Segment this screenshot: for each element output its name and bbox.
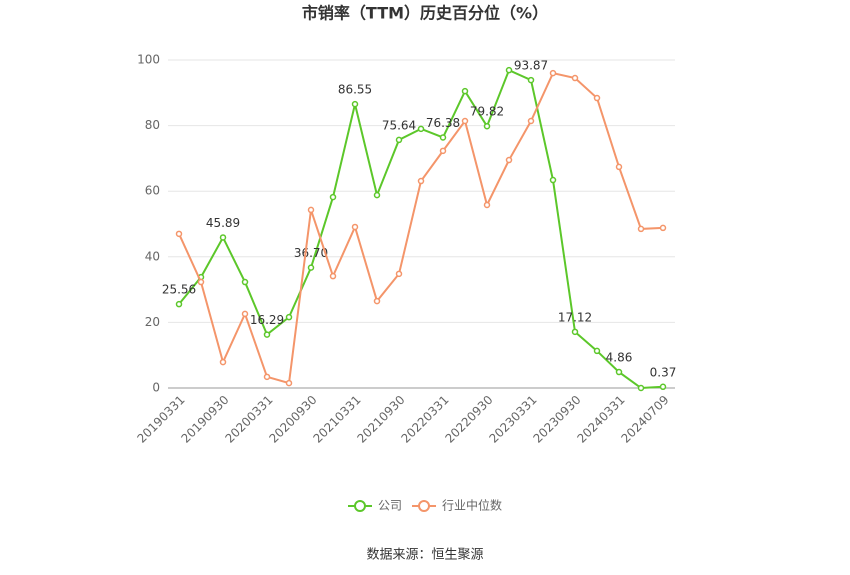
y-tick-label: 20	[145, 315, 160, 329]
data-point	[373, 297, 381, 305]
legend-label: 行业中位数	[442, 498, 502, 513]
data-label: 17.12	[558, 310, 592, 324]
data-point	[373, 191, 381, 199]
legend-marker	[418, 500, 431, 512]
data-point	[241, 278, 249, 286]
y-tick-label: 40	[145, 249, 160, 263]
data-label: 4.86	[606, 351, 633, 365]
data-point	[417, 177, 425, 185]
data-point	[637, 225, 645, 233]
data-point	[483, 122, 491, 130]
data-label: 79.82	[470, 105, 504, 119]
data-point	[307, 264, 315, 271]
data-point	[659, 224, 667, 232]
data-point	[483, 201, 491, 209]
x-tick-label: 20240709	[619, 393, 672, 446]
source-note: 数据来源：恒生聚源	[366, 548, 483, 563]
data-point	[505, 156, 513, 164]
data-point	[241, 310, 249, 318]
data-point	[219, 358, 227, 366]
data-point	[329, 193, 337, 201]
data-point	[197, 278, 205, 286]
data-point	[461, 87, 469, 95]
data-point	[439, 147, 447, 155]
series-line	[178, 68, 664, 390]
data-label: 93.87	[514, 59, 548, 73]
data-point	[307, 206, 315, 214]
data-point	[615, 163, 623, 171]
data-label: 86.55	[338, 83, 372, 97]
y-tick-label: 80	[145, 118, 160, 132]
data-label: 16.29	[250, 313, 284, 327]
data-point	[527, 76, 535, 84]
legend-label: 公司	[378, 499, 402, 513]
data-point	[593, 347, 601, 355]
data-point	[263, 331, 271, 338]
data-point	[571, 328, 579, 336]
data-point	[175, 230, 183, 238]
data-point	[571, 74, 579, 82]
data-point	[461, 117, 469, 125]
data-point	[527, 117, 535, 125]
data-point	[659, 383, 667, 391]
data-point	[593, 94, 601, 102]
y-tick-label: 100	[137, 53, 160, 67]
data-point	[549, 69, 557, 77]
data-point	[505, 66, 513, 74]
data-point	[263, 373, 271, 381]
y-tick-label: 60	[145, 184, 160, 198]
y-tick-label: 0	[152, 381, 160, 395]
series-line	[178, 71, 664, 385]
data-point	[285, 313, 293, 321]
data-label: 45.89	[206, 216, 240, 230]
data-point	[395, 270, 403, 278]
data-point	[549, 176, 557, 184]
chart-title: 市销率（TTM）历史百分位（%）	[302, 4, 548, 23]
data-label: 75.64	[382, 118, 416, 132]
data-label: 0.37	[650, 365, 677, 379]
data-point	[637, 384, 645, 392]
data-point	[329, 272, 337, 280]
data-label: 25.56	[162, 283, 196, 297]
data-label: 36.70	[294, 246, 328, 260]
data-point	[219, 234, 227, 241]
data-point	[175, 300, 183, 308]
data-point	[615, 368, 623, 376]
data-point	[351, 100, 359, 108]
data-point	[285, 379, 293, 387]
data-label: 76.38	[426, 116, 460, 130]
data-point	[395, 136, 403, 144]
legend-marker	[354, 500, 366, 512]
data-point	[439, 134, 447, 141]
data-point	[417, 125, 425, 133]
data-point	[351, 223, 359, 231]
